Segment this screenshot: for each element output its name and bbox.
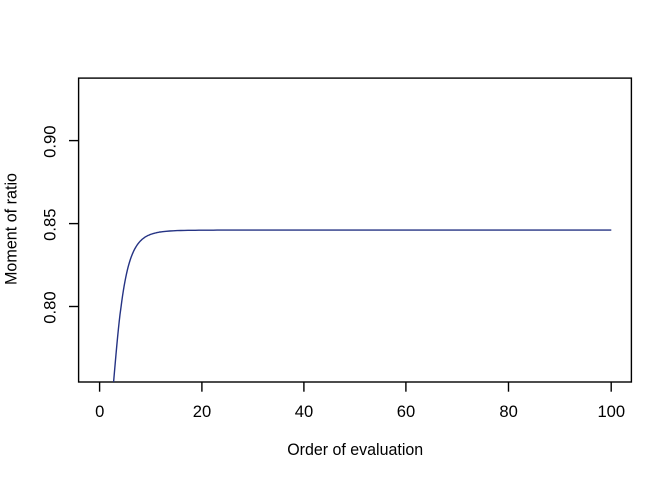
svg-text:0.80: 0.80	[41, 291, 60, 323]
svg-text:60: 60	[397, 402, 415, 421]
svg-text:Order of evaluation: Order of evaluation	[287, 440, 423, 459]
svg-text:40: 40	[295, 402, 313, 421]
svg-text:0.90: 0.90	[41, 126, 60, 158]
svg-text:80: 80	[499, 402, 517, 421]
svg-text:100: 100	[597, 402, 625, 421]
svg-text:0.85: 0.85	[41, 209, 60, 241]
svg-text:0: 0	[95, 402, 104, 421]
svg-text:20: 20	[193, 402, 211, 421]
svg-text:Moment of ratio: Moment of ratio	[1, 173, 20, 285]
